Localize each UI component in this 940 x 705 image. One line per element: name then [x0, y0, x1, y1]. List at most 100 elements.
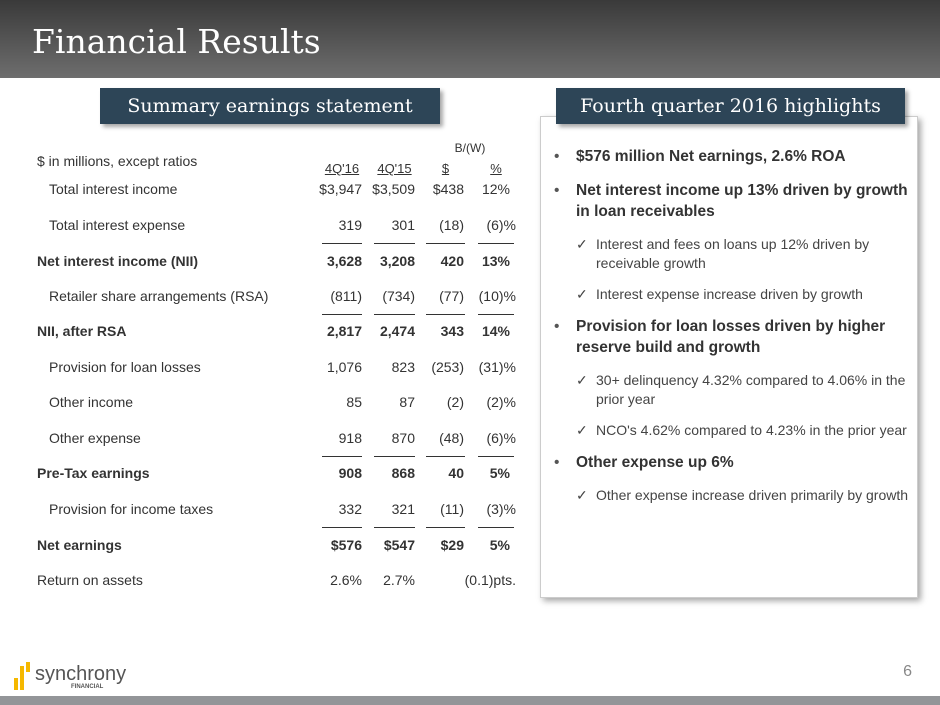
page-number: 6 [903, 663, 912, 680]
table-row: Provision for income taxes 332 321 (11) (3)% [0, 501, 530, 521]
row-value: 2,817 [326, 323, 362, 339]
col-header: % [490, 161, 502, 176]
table-row: Pre-Tax earnings 908 868 40 5% [0, 465, 530, 485]
row-value: 5% [489, 465, 510, 481]
highlight-subbullet: ✓ Interest expense increase driven by gro… [554, 285, 914, 304]
checkmark-icon: ✓ [576, 236, 588, 252]
highlight-subbullet: ✓ 30+ delinquency 4.32% compared to 4.06%… [554, 371, 914, 409]
synchrony-logo: synchrony FINANCIAL [14, 662, 126, 690]
row-label: Net interest income (NII) [37, 253, 199, 269]
row-label: Total interest income [49, 181, 178, 197]
row-value: 2,474 [379, 323, 415, 339]
table-row: Total interest income $3,947 $3,509 $438 12% [0, 181, 530, 201]
highlight-subbullet: ✓ Other expense increase driven primarily… [554, 486, 914, 505]
row-value: $29 [440, 537, 464, 553]
subbullet-text: 30+ delinquency 4.32% compared to 4.06% … [596, 372, 906, 407]
highlights-list: $576 million Net earnings, 2.6% ROA Net i… [554, 146, 914, 517]
subtotal-rule [478, 456, 514, 457]
row-label: Return on assets [37, 572, 143, 588]
row-value: (2)% [486, 394, 516, 410]
row-value: 2.6% [330, 572, 362, 588]
row-label: Other income [49, 394, 134, 410]
subbullet-text: NCO's 4.62% compared to 4.23% in the pri… [596, 422, 907, 438]
table-row: NII, after RSA 2,817 2,474 343 14% [0, 323, 530, 343]
row-value: (253) [431, 359, 464, 375]
row-label: Provision for income taxes [49, 501, 214, 517]
table-row: Provision for loan losses 1,076 823 (253) (3… [0, 359, 530, 379]
subtotal-rule [322, 527, 362, 528]
col-header: $ [441, 161, 450, 176]
table-row: Other income 85 87 (2) (2)% [0, 394, 530, 414]
subbullet-text: Interest and fees on loans up 12% driven… [596, 236, 870, 271]
table-row: Net earnings $576 $547 $29 5% [0, 537, 530, 557]
subtotal-rule [374, 243, 415, 244]
logo-sub: FINANCIAL [71, 684, 104, 690]
left-section-header: Summary earnings statement [100, 88, 440, 124]
highlight-bullet: Net interest income up 13% driven by gro… [554, 180, 914, 222]
footer-bar [0, 696, 940, 705]
table-row: Retailer share arrangements (RSA) (811) (7… [0, 288, 530, 308]
row-value: 301 [391, 217, 415, 233]
row-value: 12% [481, 181, 510, 197]
subtotal-rule [478, 527, 514, 528]
subtotal-rule [426, 314, 465, 315]
row-label: Pre-Tax earnings [37, 465, 150, 481]
row-value: 823 [391, 359, 415, 375]
checkmark-icon: ✓ [576, 372, 588, 388]
subtotal-rule [426, 527, 465, 528]
row-value: (18) [439, 217, 464, 233]
slide-title: Financial Results [32, 22, 321, 61]
row-value: (10)% [478, 288, 516, 304]
row-value: 319 [338, 217, 362, 233]
subtotal-rule [478, 243, 514, 244]
row-value: 343 [440, 323, 464, 339]
table-row: Net interest income (NII) 3,628 3,208 420 13… [0, 253, 530, 273]
subtotal-rule [374, 456, 415, 457]
row-value: 85 [346, 394, 362, 410]
group-header: B/(W) [454, 141, 486, 155]
highlight-subbullet: ✓ NCO's 4.62% compared to 4.23% in the pr… [554, 421, 914, 440]
checkmark-icon: ✓ [576, 286, 588, 302]
row-value: 87 [399, 394, 415, 410]
row-value: 2.7% [383, 572, 415, 588]
table-row: Other expense 918 870 (48) (6)% [0, 430, 530, 450]
row-label: Total interest expense [49, 217, 186, 233]
row-label: Net earnings [37, 537, 122, 553]
highlight-bullet: $576 million Net earnings, 2.6% ROA [554, 146, 914, 167]
col-header: 4Q'15 [377, 161, 412, 176]
row-value: $3,947 [319, 181, 362, 197]
subtotal-rule [426, 456, 465, 457]
subbullet-text: Interest expense increase driven by grow… [596, 286, 863, 302]
logo-name: synchrony [35, 663, 127, 685]
checkmark-icon: ✓ [576, 422, 588, 438]
subtotal-rule [374, 314, 415, 315]
row-value: (2) [446, 394, 464, 410]
row-value: $576 [330, 537, 362, 553]
row-value: $3,509 [372, 181, 415, 197]
row-value: 14% [481, 323, 510, 339]
table-row: Return on assets 2.6% 2.7% (0.1)pts. [0, 572, 530, 592]
subtotal-rule [478, 314, 514, 315]
row-value: 332 [338, 501, 362, 517]
row-value: 870 [391, 430, 415, 446]
row-value: (11) [440, 501, 464, 517]
subtotal-rule [374, 527, 415, 528]
units-note: $ in millions, except ratios [37, 153, 198, 169]
row-value: (6)% [486, 430, 516, 446]
subtotal-rule [322, 456, 362, 457]
row-value: (0.1)pts. [464, 572, 516, 588]
row-value: 908 [338, 465, 362, 481]
highlight-subbullet: ✓ Interest and fees on loans up 12% drive… [554, 235, 914, 273]
row-value: 918 [338, 430, 362, 446]
subbullet-text: Other expense increase driven primarily … [596, 487, 909, 503]
row-value: 868 [391, 465, 415, 481]
row-value: 1,076 [326, 359, 362, 375]
row-value: (6)% [486, 217, 516, 233]
row-value: (31)% [478, 359, 516, 375]
row-value: 3,208 [379, 253, 415, 269]
row-value: $547 [383, 537, 415, 553]
row-label: Retailer share arrangements (RSA) [49, 288, 269, 304]
subtotal-rule [322, 243, 362, 244]
table-row: Total interest expense 319 301 (18) (6)% [0, 217, 530, 237]
row-value: 13% [481, 253, 510, 269]
